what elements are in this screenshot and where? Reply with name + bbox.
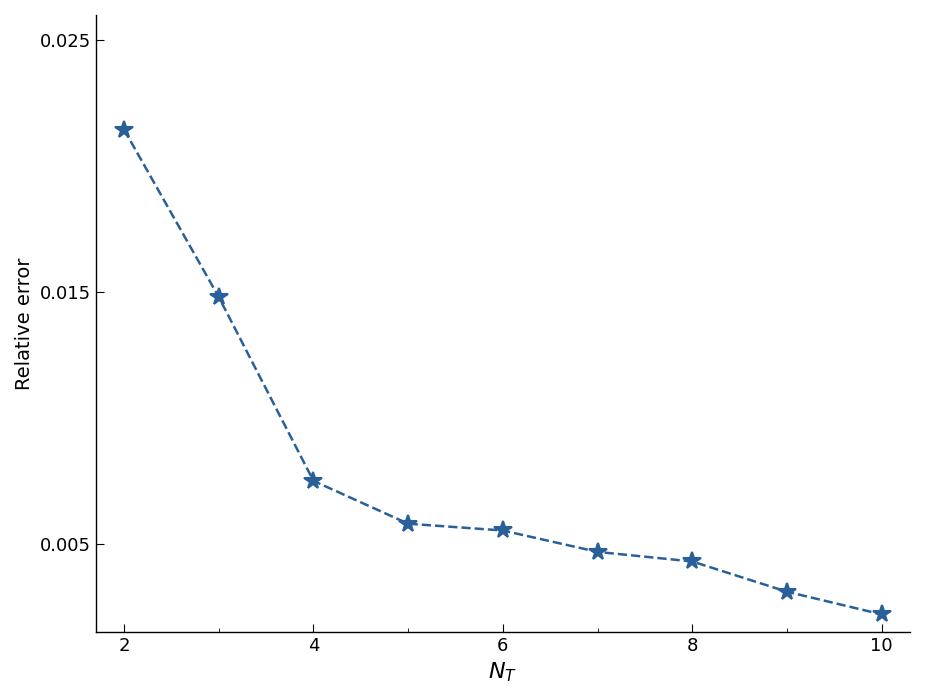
X-axis label: $N_T$: $N_T$ [488, 661, 517, 684]
Y-axis label: Relative error: Relative error [15, 257, 34, 390]
